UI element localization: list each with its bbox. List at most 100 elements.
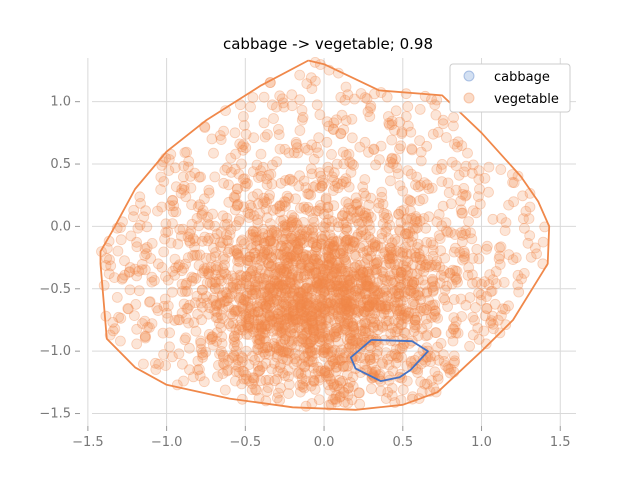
data-point-vegetable (341, 369, 353, 381)
data-point-vegetable (303, 314, 315, 326)
data-point-vegetable (251, 344, 263, 355)
data-point-vegetable (341, 334, 353, 346)
data-point-vegetable (298, 309, 309, 321)
data-point-vegetable (193, 363, 205, 375)
data-point-vegetable (363, 268, 375, 280)
data-point-vegetable (416, 323, 428, 335)
data-point-vegetable (279, 143, 291, 155)
data-point-vegetable (366, 245, 378, 257)
data-point-vegetable (524, 201, 536, 213)
data-point-vegetable (357, 331, 369, 343)
data-point-vegetable (233, 361, 245, 373)
data-point-vegetable (326, 171, 338, 183)
data-point-vegetable (349, 93, 360, 105)
data-point-vegetable (252, 280, 264, 292)
data-point-vegetable (437, 114, 449, 126)
data-point-vegetable (334, 391, 346, 403)
data-point-vegetable (180, 191, 192, 203)
data-point-vegetable (279, 276, 291, 288)
data-point-vegetable (295, 258, 307, 270)
data-point-vegetable (247, 289, 259, 301)
data-point-vegetable (225, 320, 237, 332)
data-point-vegetable (323, 301, 335, 313)
data-point-vegetable (430, 327, 442, 339)
data-point-vegetable (340, 284, 351, 296)
data-point-vegetable (350, 250, 362, 262)
data-point-vegetable (155, 184, 167, 195)
data-point-vegetable (313, 394, 325, 406)
data-point-vegetable (299, 360, 311, 372)
data-point-vegetable (419, 302, 430, 314)
data-point-vegetable (271, 229, 283, 241)
data-point-vegetable (217, 237, 229, 249)
data-point-vegetable (339, 318, 351, 330)
data-point-vegetable (402, 236, 414, 248)
data-point-vegetable (252, 188, 263, 200)
data-point-vegetable (186, 218, 198, 230)
data-point-vegetable (393, 281, 405, 293)
data-point-vegetable (427, 239, 439, 251)
data-point-vegetable (221, 162, 233, 174)
data-point-vegetable (177, 223, 189, 235)
data-point-vegetable (394, 224, 405, 236)
data-point-vegetable (270, 313, 282, 325)
data-point-vegetable (293, 286, 305, 298)
data-point-vegetable (471, 276, 483, 288)
data-point-vegetable (420, 313, 432, 325)
data-point-vegetable (280, 254, 291, 266)
data-point-vegetable (211, 299, 223, 311)
data-point-vegetable (426, 311, 437, 323)
data-point-vegetable (145, 253, 157, 264)
data-point-vegetable (285, 221, 297, 233)
data-point-vegetable (396, 351, 408, 363)
data-point-vegetable (343, 342, 355, 354)
data-point-vegetable (430, 259, 442, 271)
data-point-vegetable (228, 304, 240, 316)
data-point-vegetable (458, 245, 470, 257)
data-point-vegetable (342, 266, 354, 278)
data-point-vegetable (223, 179, 234, 191)
data-point-vegetable (412, 367, 424, 378)
data-point-vegetable (363, 300, 375, 311)
data-point-vegetable (159, 293, 171, 305)
data-point-vegetable (383, 301, 395, 313)
data-point-vegetable (394, 180, 406, 192)
data-point-vegetable (344, 281, 356, 293)
data-point-vegetable (345, 166, 357, 178)
data-point-vegetable (329, 266, 341, 278)
data-point-vegetable (339, 94, 351, 106)
data-point-vegetable (413, 290, 425, 302)
data-point-vegetable (282, 225, 294, 237)
data-point-vegetable (115, 312, 127, 324)
data-point-vegetable (260, 253, 272, 265)
data-point-vegetable (341, 277, 353, 289)
data-point-vegetable (296, 104, 308, 116)
data-point-vegetable (386, 134, 398, 146)
data-point-vegetable (209, 251, 221, 263)
data-point-vegetable (337, 146, 349, 158)
data-point-vegetable (285, 272, 297, 284)
data-point-vegetable (267, 159, 278, 171)
data-point-vegetable (462, 269, 474, 281)
data-point-vegetable (328, 241, 340, 252)
data-point-vegetable (400, 111, 412, 122)
data-point-vegetable (464, 292, 476, 303)
data-point-vegetable (133, 285, 145, 297)
data-point-vegetable (285, 232, 297, 244)
data-point-vegetable (335, 263, 347, 275)
data-point-vegetable (450, 160, 462, 172)
data-point-vegetable (510, 252, 522, 264)
data-point-vegetable (294, 241, 305, 253)
data-point-vegetable (439, 294, 451, 306)
data-point-vegetable (326, 252, 338, 264)
data-point-vegetable (301, 297, 312, 309)
data-point-vegetable (231, 283, 242, 295)
data-point-vegetable (324, 242, 336, 254)
data-point-vegetable (210, 247, 221, 258)
data-point-vegetable (457, 188, 469, 200)
data-point-vegetable (284, 277, 296, 289)
data-point-vegetable (240, 177, 252, 189)
data-point-vegetable (233, 366, 245, 378)
data-point-vegetable (180, 313, 192, 324)
data-point-vegetable (249, 284, 261, 296)
